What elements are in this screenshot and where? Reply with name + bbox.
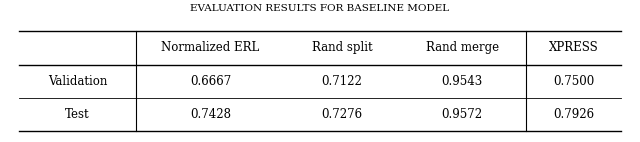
Text: 0.6667: 0.6667 bbox=[190, 75, 231, 88]
Text: 0.7500: 0.7500 bbox=[553, 75, 594, 88]
Text: EVALUATION RESULTS FOR BASELINE MODEL: EVALUATION RESULTS FOR BASELINE MODEL bbox=[191, 4, 449, 13]
Text: Rand split: Rand split bbox=[312, 41, 372, 54]
Text: Test: Test bbox=[65, 108, 90, 121]
Text: 0.7122: 0.7122 bbox=[321, 75, 362, 88]
Text: 0.7428: 0.7428 bbox=[190, 108, 231, 121]
Text: XPRESS: XPRESS bbox=[548, 41, 598, 54]
Text: Normalized ERL: Normalized ERL bbox=[161, 41, 260, 54]
Text: 0.7926: 0.7926 bbox=[553, 108, 594, 121]
Text: 0.7276: 0.7276 bbox=[321, 108, 362, 121]
Text: 0.9543: 0.9543 bbox=[442, 75, 483, 88]
Text: Rand merge: Rand merge bbox=[426, 41, 499, 54]
Text: Validation: Validation bbox=[48, 75, 108, 88]
Text: 0.9572: 0.9572 bbox=[442, 108, 483, 121]
